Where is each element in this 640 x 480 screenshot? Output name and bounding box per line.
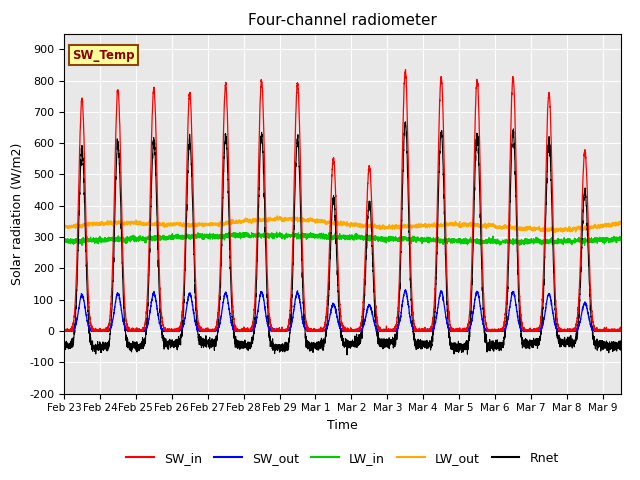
LW_in	[422, 237, 430, 242]
SW_out	[476, 299, 483, 305]
SW_in	[422, 327, 430, 333]
LW_out	[60, 224, 68, 229]
LW_in	[273, 235, 281, 240]
SW_in	[617, 328, 625, 334]
LW_out	[394, 224, 402, 230]
Rnet	[394, 323, 402, 328]
Rnet	[476, 192, 483, 197]
Line: LW_out: LW_out	[64, 216, 621, 233]
SW_out	[617, 328, 625, 334]
LW_out	[617, 220, 625, 226]
SW_out	[273, 328, 280, 334]
Rnet	[161, 340, 169, 346]
Legend: SW_in, SW_out, LW_in, LW_out, Rnet: SW_in, SW_out, LW_in, LW_out, Rnet	[121, 447, 564, 469]
SW_in	[394, 305, 402, 311]
Line: SW_in: SW_in	[64, 70, 621, 331]
LW_out	[422, 222, 430, 228]
SW_out	[402, 287, 410, 293]
Rnet	[273, 344, 280, 350]
LW_out	[518, 225, 525, 231]
LW_in	[617, 238, 625, 244]
SW_in	[60, 327, 68, 333]
SW_out	[518, 327, 525, 333]
LW_in	[518, 239, 526, 245]
Rnet	[422, 339, 430, 345]
SW_out	[161, 327, 169, 333]
SW_out	[422, 328, 430, 334]
SW_in	[273, 325, 281, 331]
Line: LW_in: LW_in	[64, 232, 621, 245]
Line: Rnet: Rnet	[64, 122, 621, 355]
LW_out	[161, 223, 169, 228]
SW_out	[394, 324, 402, 329]
Y-axis label: Solar radiation (W/m2): Solar radiation (W/m2)	[11, 143, 24, 285]
LW_out	[273, 215, 280, 221]
LW_out	[550, 230, 558, 236]
Line: SW_out: SW_out	[64, 290, 621, 331]
Rnet	[343, 352, 351, 358]
LW_in	[60, 238, 68, 244]
LW_in	[273, 229, 280, 235]
X-axis label: Time: Time	[327, 419, 358, 432]
LW_out	[476, 224, 483, 229]
Title: Four-channel radiometer: Four-channel radiometer	[248, 13, 437, 28]
SW_in	[518, 320, 526, 326]
SW_in	[476, 146, 483, 152]
LW_in	[394, 236, 402, 242]
SW_out	[60, 328, 68, 334]
Rnet	[617, 348, 625, 353]
Rnet	[402, 119, 410, 125]
LW_out	[273, 213, 281, 219]
SW_in	[402, 67, 410, 72]
Text: SW_Temp: SW_Temp	[72, 49, 135, 62]
SW_in	[60, 328, 68, 334]
Rnet	[518, 335, 526, 340]
SW_in	[161, 325, 169, 331]
Rnet	[60, 345, 68, 351]
LW_in	[161, 236, 169, 241]
LW_in	[78, 242, 86, 248]
LW_in	[476, 240, 483, 246]
